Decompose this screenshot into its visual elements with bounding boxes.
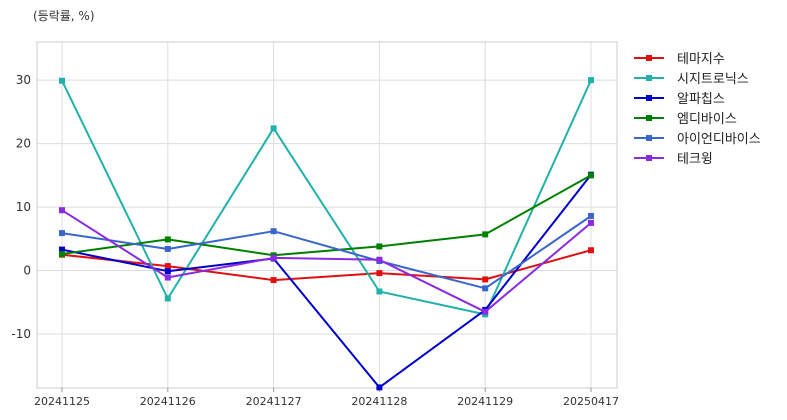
data-point [482, 276, 489, 283]
x-tick-label: 20241126 [140, 395, 196, 408]
y-tick-label: 30 [16, 73, 31, 87]
data-point [59, 230, 65, 237]
legend-label: 테크윙 [677, 151, 713, 167]
data-point [588, 219, 594, 226]
data-point [376, 270, 383, 277]
data-point [164, 268, 171, 275]
x-tick-label: 20241127 [246, 395, 302, 408]
x-tick-label: 20241128 [351, 395, 407, 408]
x-tick-label: 20241129 [457, 395, 513, 408]
data-point [482, 285, 489, 292]
data-point [270, 228, 277, 235]
legend-item: 엠디바이스 [634, 112, 737, 127]
legend-swatch-marker [646, 95, 652, 101]
data-point [59, 246, 65, 253]
x-tick-label: 20250417 [563, 395, 619, 408]
data-point [588, 212, 594, 219]
data-point [164, 245, 171, 252]
legend-label: 테마지수 [677, 52, 725, 67]
x-axis: 20241125 20241126 20241127 20241128 20241129… [34, 388, 619, 408]
data-point [59, 207, 65, 214]
data-point [164, 295, 171, 302]
series-2 [59, 77, 594, 318]
y-tick-label: -10 [11, 327, 31, 341]
data-point [588, 247, 594, 254]
series-line [61, 174, 592, 257]
y-tick-label: 20 [16, 137, 31, 151]
data-point [588, 172, 594, 179]
plot-frame [36, 41, 618, 389]
data-point [376, 288, 383, 295]
series-3 [59, 171, 594, 391]
data-point [482, 231, 489, 238]
legend-label: 엠디바이스 [677, 112, 737, 127]
data-point [164, 263, 171, 270]
legend-label: 시지트로닉스 [677, 72, 749, 87]
legend-swatch-marker [646, 75, 652, 81]
legend-label: 알파칩스 [677, 92, 725, 107]
legend-item: 아이언디바이스 [634, 132, 761, 147]
series-6 [59, 207, 594, 315]
data-point [588, 77, 594, 84]
legend-item: 시지트로닉스 [634, 72, 749, 87]
data-point [270, 277, 277, 284]
legend-swatch-marker [646, 115, 652, 121]
series-line [61, 79, 592, 316]
series-line [61, 215, 592, 290]
series-line [61, 174, 592, 389]
y-tick-label: 10 [16, 200, 31, 214]
data-point [59, 77, 65, 84]
legend-swatch-marker [646, 55, 652, 61]
data-point [164, 236, 171, 243]
legend-item: 알파칩스 [634, 92, 725, 107]
data-point [164, 274, 171, 281]
data-point [59, 251, 65, 258]
data-point [270, 125, 277, 132]
legend-item: 테크윙 [634, 151, 713, 167]
data-point [376, 243, 383, 250]
x-tick-label: 20241125 [34, 395, 90, 408]
data-point [376, 256, 383, 263]
series-line [61, 209, 592, 313]
legend-item: 테마지수 [634, 52, 725, 67]
unit-label: (등락률, %) [33, 9, 95, 23]
legend-label: 아이언디바이스 [677, 132, 761, 147]
series-layer [59, 77, 594, 391]
legend-swatch-marker [646, 135, 652, 141]
legend-swatch-marker [646, 155, 652, 161]
y-axis: -10 0 10 20 30 [11, 73, 31, 341]
data-point [482, 308, 489, 315]
data-point [270, 254, 277, 261]
data-point [376, 384, 383, 391]
y-tick-label: 0 [23, 264, 31, 278]
